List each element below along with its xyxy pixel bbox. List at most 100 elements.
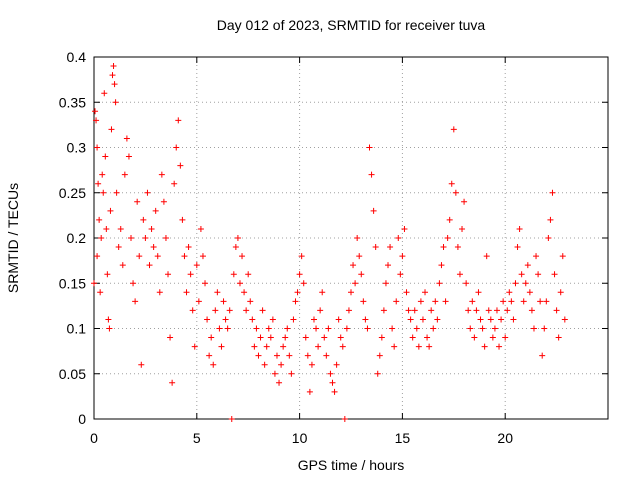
data-point: [99, 171, 106, 178]
data-point: [528, 307, 535, 314]
data-point: [288, 370, 295, 377]
y-tick-label: 0.4: [67, 49, 87, 65]
x-tick-label: 15: [395, 430, 411, 446]
data-point: [187, 271, 194, 278]
data-point: [352, 280, 359, 287]
data-point: [401, 225, 408, 232]
data-point: [294, 289, 301, 296]
data-point: [302, 334, 309, 341]
data-point: [96, 216, 103, 223]
data-point: [508, 298, 515, 305]
data-point: [522, 280, 529, 287]
data-point: [500, 298, 507, 305]
y-tick-label: 0.1: [67, 321, 87, 337]
data-point: [463, 280, 470, 287]
data-point: [94, 144, 101, 151]
data-point: [112, 99, 119, 106]
data-point: [535, 271, 542, 278]
data-point: [173, 144, 180, 151]
data-point: [430, 325, 437, 332]
data-point: [520, 298, 527, 305]
x-tick-label: 0: [90, 430, 98, 446]
data-point: [146, 262, 153, 269]
data-point: [245, 271, 252, 278]
data-point: [543, 298, 550, 305]
data-point: [387, 244, 394, 251]
data-point: [339, 343, 346, 350]
data-point: [454, 244, 461, 251]
data-point: [101, 90, 108, 97]
data-point: [128, 235, 135, 241]
data-point: [413, 325, 420, 332]
data-point: [489, 334, 496, 341]
data-point: [95, 180, 102, 187]
data-point: [306, 388, 313, 395]
data-point: [138, 361, 145, 368]
data-point: [212, 307, 219, 314]
data-point: [417, 298, 424, 305]
data-point: [259, 307, 266, 314]
data-point: [345, 307, 352, 314]
data-point: [109, 72, 116, 79]
data-point: [496, 343, 503, 350]
data-point: [206, 352, 213, 359]
data-point: [154, 253, 161, 260]
data-point: [424, 334, 431, 341]
data-points: [91, 63, 568, 422]
y-tick-label: 0.35: [59, 94, 86, 110]
data-point: [193, 262, 200, 269]
data-point: [125, 153, 132, 160]
grid-lines: [94, 57, 608, 419]
data-point: [202, 280, 209, 287]
data-point: [444, 235, 451, 241]
data-point: [228, 416, 235, 422]
data-point: [241, 289, 248, 296]
data-point: [97, 289, 104, 296]
data-point: [360, 298, 367, 305]
data-point: [148, 225, 155, 232]
data-point: [175, 117, 182, 124]
data-point: [132, 298, 139, 305]
data-point: [419, 316, 426, 323]
data-point: [506, 289, 513, 296]
data-point: [134, 198, 141, 205]
data-point: [526, 289, 533, 296]
data-point: [549, 189, 556, 196]
data-point: [459, 225, 466, 232]
data-point: [290, 316, 297, 323]
data-point: [218, 343, 225, 350]
data-point: [111, 81, 118, 88]
data-point: [405, 307, 412, 314]
data-point: [407, 316, 414, 323]
data-point: [249, 316, 256, 323]
data-point: [267, 334, 274, 341]
data-point: [273, 352, 280, 359]
data-point: [333, 361, 340, 368]
data-point: [313, 325, 320, 332]
data-point: [376, 352, 383, 359]
data-point: [514, 244, 521, 251]
data-point: [286, 352, 293, 359]
data-point: [385, 262, 392, 269]
data-point: [341, 416, 348, 422]
data-point: [251, 343, 258, 350]
data-point: [230, 271, 237, 278]
data-point: [136, 253, 143, 260]
data-point: [364, 325, 371, 332]
data-point: [378, 334, 385, 341]
data-point: [541, 325, 548, 332]
data-point: [222, 316, 229, 323]
data-point: [167, 334, 174, 341]
data-point: [354, 235, 361, 241]
data-point: [557, 289, 564, 296]
data-point: [269, 316, 276, 323]
data-point: [510, 316, 517, 323]
data-point: [234, 235, 241, 241]
data-point: [92, 108, 99, 115]
data-point: [483, 253, 490, 260]
data-point: [300, 280, 307, 287]
data-point: [448, 180, 455, 187]
data-point: [197, 225, 204, 232]
data-point: [452, 189, 459, 196]
data-point: [358, 271, 365, 278]
